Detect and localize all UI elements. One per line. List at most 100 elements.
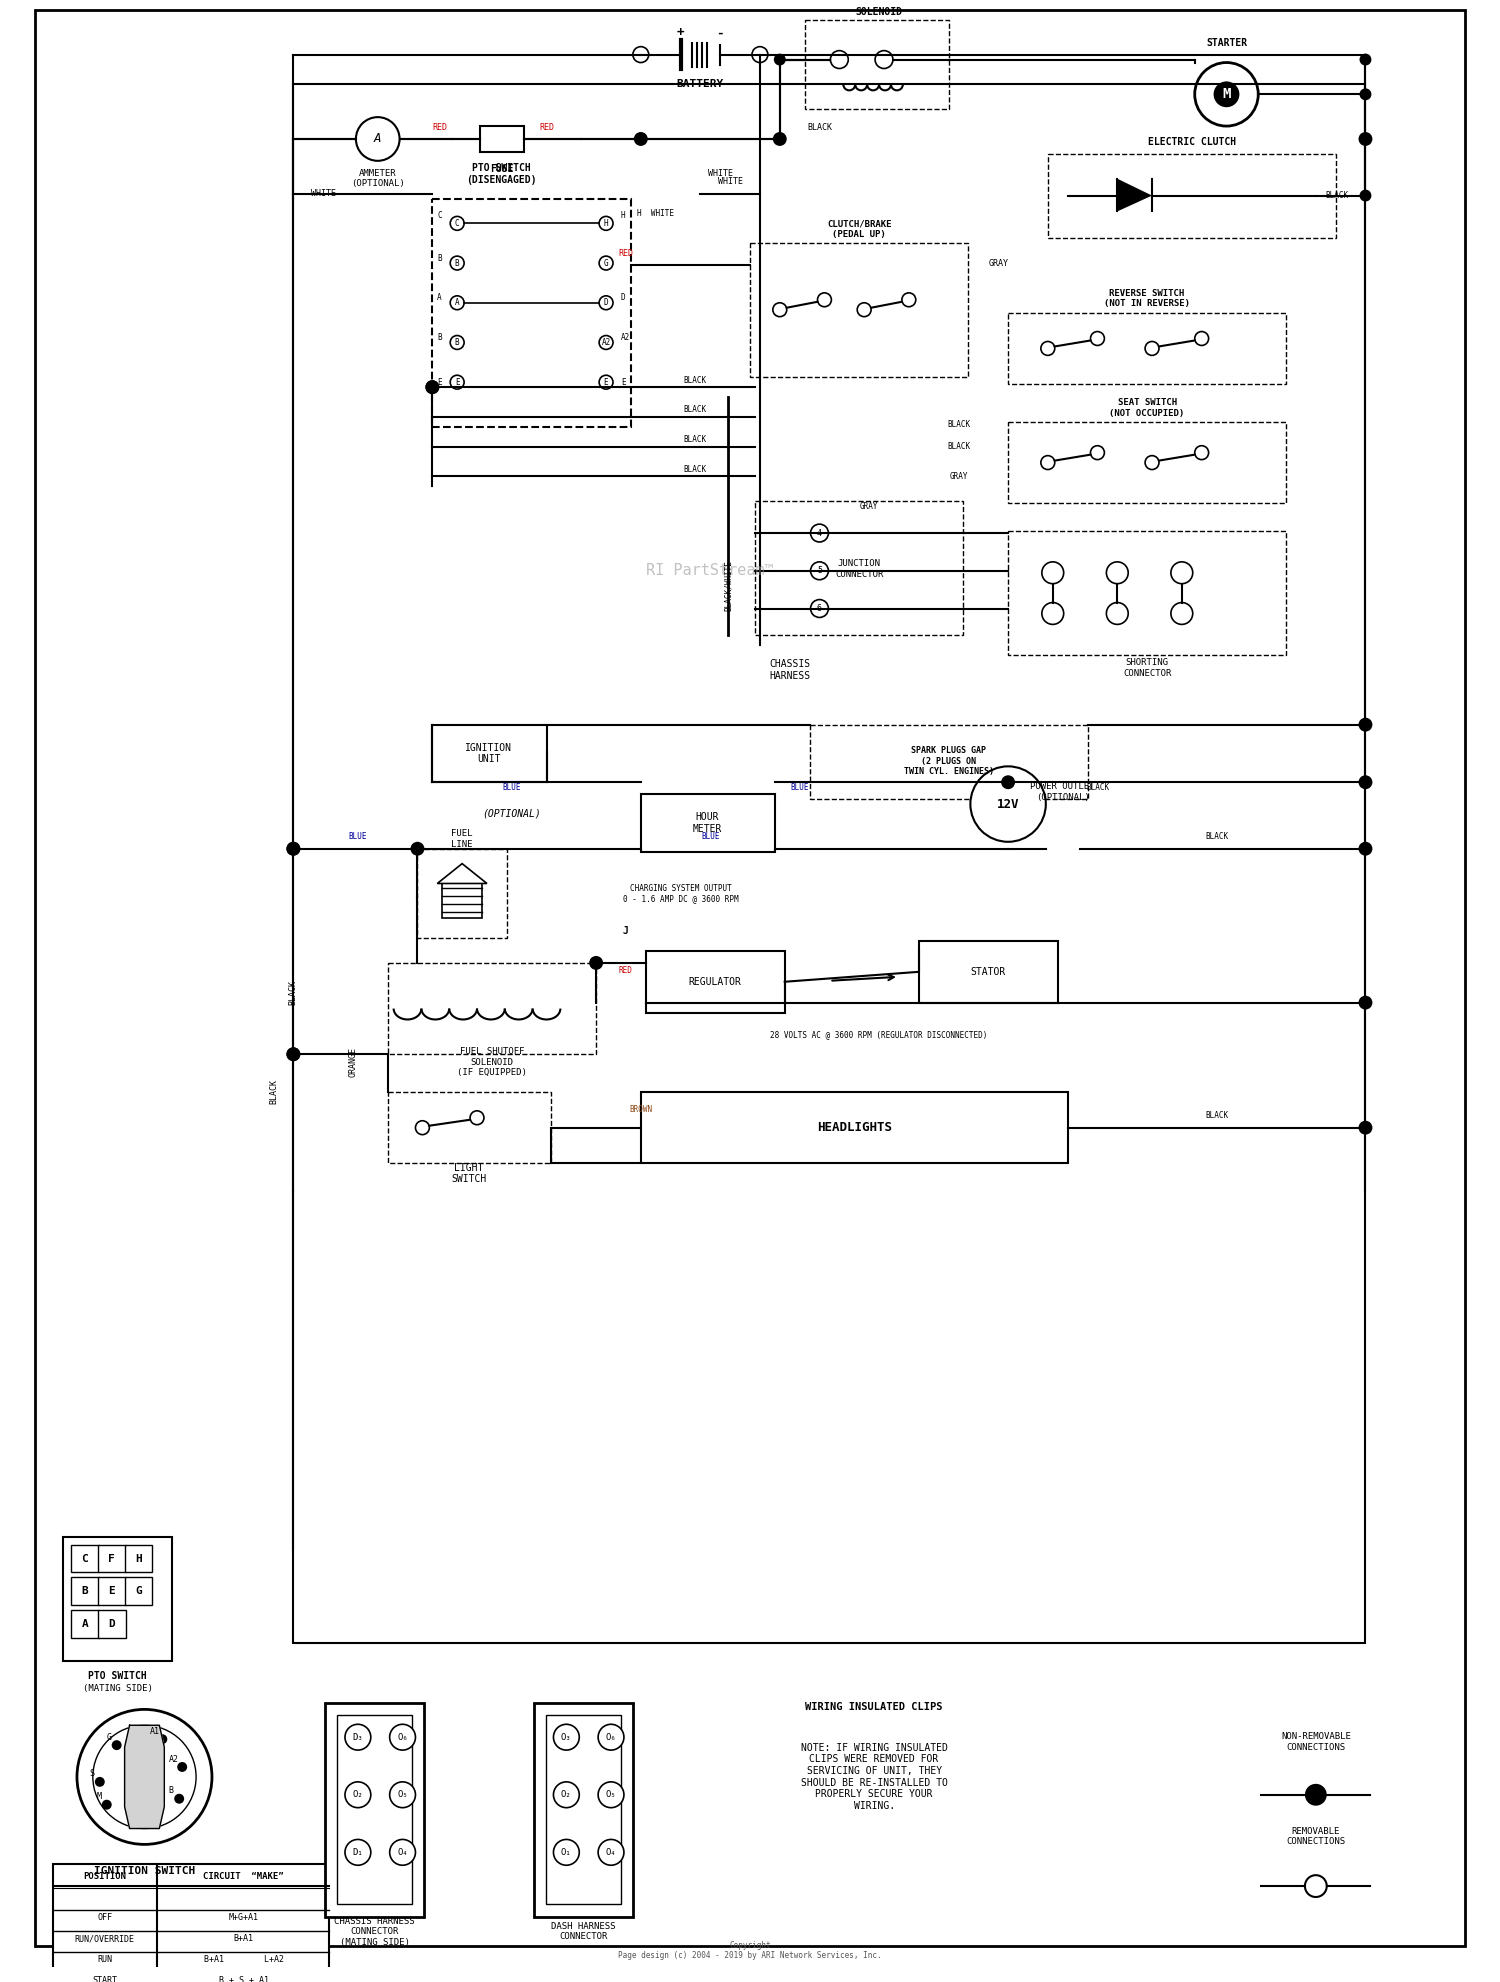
Circle shape bbox=[1359, 775, 1372, 789]
Circle shape bbox=[1305, 1875, 1326, 1897]
Bar bbox=[98, 1578, 126, 1605]
Text: BROWN: BROWN bbox=[628, 1106, 652, 1114]
Circle shape bbox=[810, 601, 828, 618]
Text: BLACK: BLACK bbox=[1204, 832, 1228, 840]
Circle shape bbox=[1042, 603, 1064, 624]
Text: FUEL SHUTOFF
SOLENOID
(IF EQUIPPED): FUEL SHUTOFF SOLENOID (IF EQUIPPED) bbox=[458, 1046, 526, 1076]
Circle shape bbox=[102, 1800, 111, 1810]
Text: G: G bbox=[106, 1732, 111, 1742]
Text: H  WHITE: H WHITE bbox=[638, 208, 674, 218]
Text: IGNITION SWITCH: IGNITION SWITCH bbox=[94, 1867, 195, 1877]
Text: O₆: O₆ bbox=[606, 1732, 616, 1742]
Circle shape bbox=[902, 293, 916, 307]
Bar bbox=[920, 941, 1058, 1003]
Circle shape bbox=[174, 1794, 184, 1804]
Text: B: B bbox=[438, 333, 442, 343]
Circle shape bbox=[772, 133, 786, 147]
Text: 5: 5 bbox=[818, 567, 822, 575]
Circle shape bbox=[774, 54, 786, 65]
Text: SOLENOID: SOLENOID bbox=[855, 6, 903, 18]
Bar bbox=[640, 795, 776, 852]
Text: OFF: OFF bbox=[98, 1913, 112, 1923]
Circle shape bbox=[634, 133, 648, 147]
Circle shape bbox=[1359, 1120, 1372, 1134]
Circle shape bbox=[286, 842, 300, 856]
Polygon shape bbox=[438, 864, 488, 884]
Text: O₁: O₁ bbox=[561, 1847, 572, 1857]
Circle shape bbox=[598, 216, 613, 230]
Text: BLUE: BLUE bbox=[503, 783, 520, 791]
Text: BLACK: BLACK bbox=[268, 1080, 278, 1104]
Circle shape bbox=[416, 1120, 429, 1134]
Circle shape bbox=[450, 375, 464, 388]
Text: F: F bbox=[108, 1554, 116, 1564]
Text: B: B bbox=[438, 254, 442, 262]
Text: A2: A2 bbox=[621, 333, 630, 343]
Text: O₅: O₅ bbox=[606, 1790, 616, 1800]
Circle shape bbox=[1359, 190, 1371, 202]
Bar bbox=[1048, 155, 1335, 238]
Text: A2: A2 bbox=[602, 339, 610, 347]
Circle shape bbox=[1359, 997, 1371, 1009]
Text: (MATING SIDE): (MATING SIDE) bbox=[82, 1685, 153, 1693]
Text: M: M bbox=[96, 1792, 102, 1802]
Bar bbox=[754, 501, 963, 636]
Text: BLACK: BLACK bbox=[1204, 1112, 1228, 1120]
Text: 28 VOLTS AC @ 3600 RPM (REGULATOR DISCONNECTED): 28 VOLTS AC @ 3600 RPM (REGULATOR DISCON… bbox=[771, 1031, 987, 1039]
Circle shape bbox=[390, 1724, 416, 1750]
Text: HEADLIGHTS: HEADLIGHTS bbox=[816, 1122, 891, 1134]
Circle shape bbox=[1359, 777, 1371, 789]
Text: WHITE: WHITE bbox=[310, 188, 336, 198]
Circle shape bbox=[411, 842, 423, 854]
Circle shape bbox=[874, 52, 892, 69]
Circle shape bbox=[1194, 446, 1209, 460]
Text: HOUR
METER: HOUR METER bbox=[693, 813, 722, 834]
Circle shape bbox=[450, 256, 464, 270]
Circle shape bbox=[1359, 842, 1372, 856]
Circle shape bbox=[772, 303, 786, 317]
Text: A: A bbox=[454, 297, 459, 307]
Text: H: H bbox=[621, 210, 626, 220]
Text: NOTE: IF WIRING INSULATED
CLIPS WERE REMOVED FOR
SERVICING OF UNIT, THEY
SHOULD : NOTE: IF WIRING INSULATED CLIPS WERE REM… bbox=[801, 1742, 948, 1812]
Circle shape bbox=[1000, 775, 1016, 789]
Text: M: M bbox=[1222, 87, 1230, 101]
Circle shape bbox=[345, 1724, 370, 1750]
Text: BLACK: BLACK bbox=[684, 466, 706, 474]
Text: C: C bbox=[454, 218, 459, 228]
Text: ORANGE: ORANGE bbox=[348, 1046, 357, 1076]
Text: SEAT SWITCH
(NOT OCCUPIED): SEAT SWITCH (NOT OCCUPIED) bbox=[1110, 398, 1185, 418]
Circle shape bbox=[1172, 561, 1192, 583]
Text: WHITE: WHITE bbox=[708, 168, 732, 178]
Bar bbox=[432, 198, 632, 426]
Text: (OPTIONAL): (OPTIONAL) bbox=[483, 809, 542, 819]
Text: 4: 4 bbox=[818, 529, 822, 537]
Text: D: D bbox=[108, 1619, 116, 1629]
Bar bbox=[124, 1544, 153, 1572]
Circle shape bbox=[426, 381, 439, 394]
Text: REGULATOR: REGULATOR bbox=[688, 977, 741, 987]
Circle shape bbox=[1172, 603, 1192, 624]
Circle shape bbox=[411, 842, 424, 856]
Bar bbox=[417, 848, 507, 937]
Text: M+G+A1: M+G+A1 bbox=[228, 1913, 258, 1923]
Bar bbox=[387, 963, 596, 1054]
Text: O₃: O₃ bbox=[561, 1732, 572, 1742]
Text: BLUE: BLUE bbox=[700, 832, 720, 840]
Text: RED: RED bbox=[433, 123, 448, 131]
Bar bbox=[810, 725, 1088, 799]
Text: BLACK: BLACK bbox=[946, 442, 970, 452]
Circle shape bbox=[1305, 1784, 1326, 1806]
Text: BLACK: BLACK bbox=[1326, 190, 1348, 200]
Text: D: D bbox=[621, 293, 626, 303]
Text: BLUE: BLUE bbox=[790, 783, 808, 791]
Circle shape bbox=[1042, 561, 1064, 583]
Text: O₄: O₄ bbox=[398, 1847, 408, 1857]
Text: WHITE: WHITE bbox=[717, 176, 742, 186]
Circle shape bbox=[1214, 81, 1239, 107]
Text: E: E bbox=[454, 379, 459, 386]
Text: CIRCUIT  “MAKE”: CIRCUIT “MAKE” bbox=[204, 1871, 284, 1881]
Circle shape bbox=[286, 1046, 300, 1060]
Bar bbox=[98, 1609, 126, 1637]
Circle shape bbox=[633, 48, 648, 63]
Circle shape bbox=[598, 1724, 624, 1750]
